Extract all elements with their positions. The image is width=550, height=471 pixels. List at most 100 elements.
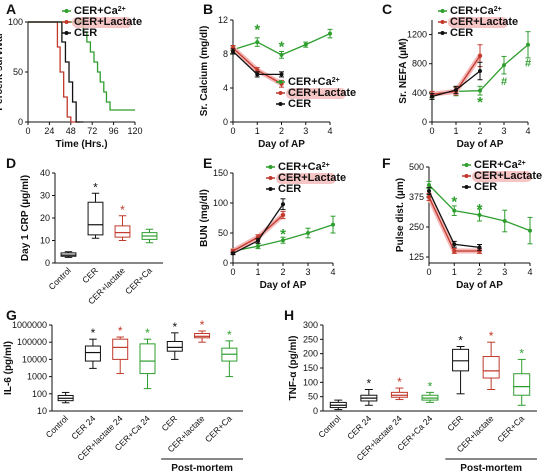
legend-label: CER: [288, 98, 311, 110]
panel-letter: B: [203, 1, 213, 17]
y-tick-label: 0: [223, 258, 228, 268]
series-glow: [230, 45, 284, 87]
group-label: Post-mortem: [171, 463, 233, 471]
y-tick-label: 8: [223, 49, 228, 59]
box: [84, 345, 101, 362]
legend-marker: [64, 9, 69, 13]
box-cer-lactate: [114, 215, 131, 241]
data-point: [452, 249, 457, 253]
x-axis-label: Day of AP: [457, 139, 504, 150]
box-cer: [87, 192, 104, 239]
panel-letter: C: [382, 1, 392, 17]
box-cer-lactate-24: [390, 387, 408, 401]
legend-marker: [440, 31, 445, 35]
y-tick-label: 10: [40, 236, 50, 246]
x-tick-label: 24: [44, 126, 54, 136]
series-cer: [429, 61, 483, 100]
data-point: [255, 72, 260, 77]
x-axis-label: Time (Hrs.): [55, 139, 107, 150]
x-tick-label: 2: [477, 267, 482, 277]
legend-highlight: [72, 17, 132, 28]
significance-mark: *: [477, 201, 483, 218]
category-label: CER+Ca: [495, 413, 526, 444]
series-cer-lactate: [230, 45, 284, 88]
x-tick-label: 1: [255, 267, 260, 277]
legend-marker: [64, 31, 69, 35]
y-tick-label: 150: [213, 168, 228, 178]
legend-label: CER+Lactate: [450, 16, 518, 28]
legend-label: CER: [74, 27, 97, 39]
series-cer-ca2-: [426, 180, 533, 245]
panel-letter: A: [6, 1, 16, 17]
box: [166, 340, 183, 352]
category-label: CER: [445, 413, 465, 433]
y-tick-label: 10000: [22, 354, 47, 364]
data-point: [231, 251, 235, 256]
y-axis-label: Percent survival: [0, 33, 5, 110]
data-point: [303, 42, 308, 47]
legend-marker: [440, 9, 445, 13]
legend-marker: [440, 20, 445, 24]
box-cer-ca: [141, 228, 158, 244]
y-tick-label: 400: [412, 88, 427, 98]
y-tick-label: 500: [409, 162, 424, 172]
x-tick-label: 2: [477, 126, 482, 136]
category-label: CER+Ca: [203, 413, 234, 444]
series-cer: [28, 21, 84, 123]
legend-label-superscript: 2+: [322, 162, 330, 169]
x-tick-label: 96: [109, 126, 119, 136]
panel-a: 0 50 100 0 24 48 72 96 120 Time (Hrs.) Percent sur…: [0, 5, 143, 150]
y-tick-label: 50: [218, 228, 228, 238]
x-tick-label: 120: [127, 126, 142, 136]
series-line: [28, 21, 135, 111]
legend-marker: [268, 176, 273, 180]
legend-highlight: [448, 17, 508, 28]
significance-mark: *: [458, 334, 463, 348]
x-tick-label: 0: [230, 267, 235, 277]
x-tick-label: 1: [453, 126, 458, 136]
significance-mark: *: [519, 346, 524, 360]
data-point: [306, 231, 310, 235]
legend-marker: [268, 187, 273, 191]
series-cer-lactate: [28, 21, 80, 123]
x-tick-label: 0: [429, 126, 434, 136]
significance-mark: *: [145, 326, 150, 340]
data-point: [452, 208, 457, 213]
y-tick-label: 0: [422, 117, 427, 127]
legend-label-text: CER+Ca: [450, 5, 495, 17]
legend-label-superscript: 2+: [518, 160, 526, 167]
box: [112, 338, 129, 360]
significance-mark: *: [254, 22, 260, 39]
y-tick-label: 100: [303, 377, 318, 387]
data-point: [281, 213, 285, 217]
legend-highlight: [472, 171, 532, 182]
box-cer-ca-24: [421, 391, 439, 403]
legend-label: CER+Lactate: [74, 16, 142, 28]
y-tick-label: 0: [45, 258, 50, 268]
significance-mark: *: [200, 318, 205, 332]
y-tick-label: 300: [303, 320, 318, 330]
legend-label-text: CER+Ca: [474, 159, 519, 171]
legend-label: CER+Ca2+: [450, 5, 502, 17]
legend-label: CER+Ca2+: [474, 159, 526, 171]
data-point: [502, 219, 507, 223]
y-axis-label: TNF-α (pg/ml): [288, 335, 299, 400]
legend-label-superscript: 2+: [332, 77, 340, 84]
significance-mark: *: [489, 329, 494, 343]
y-tick-label: 250: [303, 334, 318, 344]
box: [139, 343, 156, 375]
data-point: [477, 245, 482, 250]
x-tick-label: 4: [327, 126, 332, 136]
data-point: [281, 202, 285, 207]
data-point: [256, 244, 260, 249]
y-tick-label: 100: [8, 17, 23, 27]
significance-mark: *: [367, 377, 372, 391]
y-axis-label: Sr. Calcium (mg/dl): [199, 26, 210, 117]
legend-highlight: [286, 88, 346, 99]
series-cer-lactate: [230, 210, 286, 254]
legend-label-text: CER+Ca: [278, 161, 323, 173]
x-tick-label: 3: [305, 267, 310, 277]
y-tick-label: 100000: [17, 337, 47, 347]
